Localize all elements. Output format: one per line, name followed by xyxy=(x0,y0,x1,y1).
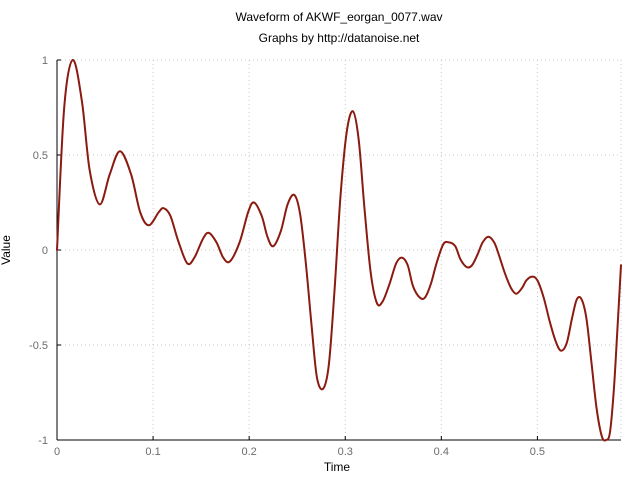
waveform-line xyxy=(56,58,622,442)
y-tick-label: 0.5 xyxy=(33,150,48,162)
y-tick-label: 0 xyxy=(42,245,48,257)
x-tick-label: 0.4 xyxy=(434,446,449,458)
x-tick-label: 0.5 xyxy=(530,446,545,458)
y-tick-label: 1 xyxy=(42,55,48,67)
tick-labels: 0 0.1 0.2 0.3 0.4 0.5 1 0.5 0 -0.5 -1 xyxy=(29,55,545,458)
x-tick-label: 0 xyxy=(54,446,60,458)
x-tick-label: 0.1 xyxy=(145,446,160,458)
y-tick-label: -0.5 xyxy=(29,340,48,352)
series-layer xyxy=(56,58,622,442)
chart-subtitle: Graphs by http://datanoise.net xyxy=(259,31,420,45)
y-axis-label: Value xyxy=(0,235,13,265)
chart-title: Waveform of AKWF_eorgan_0077.wav xyxy=(236,10,443,24)
x-tick-label: 0.3 xyxy=(338,446,353,458)
grid-lines xyxy=(57,59,622,440)
y-tick-label: -1 xyxy=(38,435,48,447)
x-axis-label: Time xyxy=(324,460,351,474)
x-tick-label: 0.2 xyxy=(242,446,257,458)
